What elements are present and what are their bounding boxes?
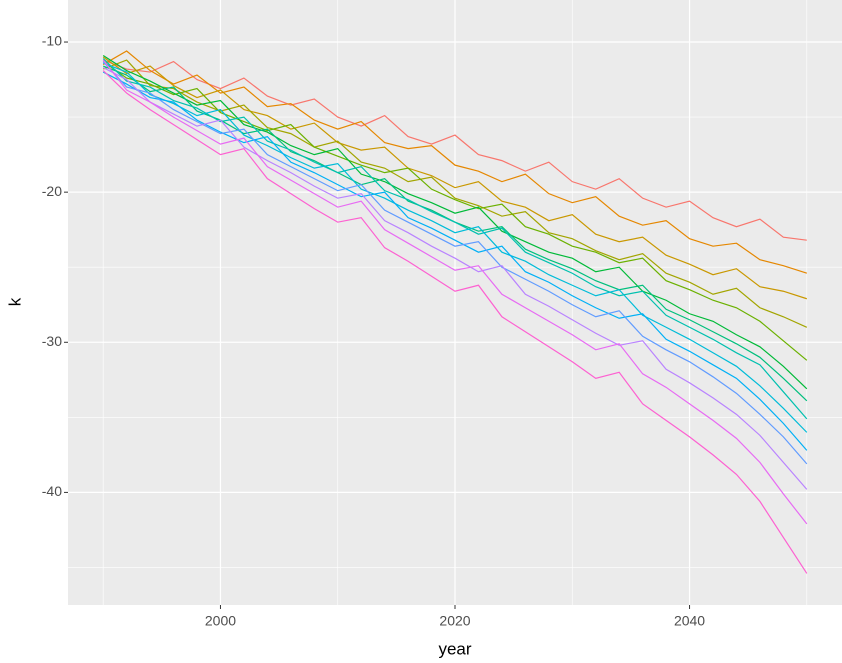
series-line (102, 61, 808, 465)
y-tick-label: -40 (42, 483, 62, 499)
series-line (102, 71, 808, 451)
series-line (102, 70, 808, 574)
x-tick-label: 2040 (674, 613, 705, 629)
series-line (102, 59, 808, 328)
series-line (102, 59, 808, 525)
series-line (102, 67, 808, 490)
series-line (102, 59, 807, 241)
series-line (102, 61, 808, 361)
x-tick-label: 2000 (205, 613, 236, 629)
series-line (102, 56, 808, 300)
x-axis-title: year (438, 639, 471, 658)
y-tick-label: -20 (42, 183, 62, 199)
series-line (102, 55, 808, 390)
y-tick-label: -30 (42, 333, 62, 349)
y-tick-label: -10 (42, 33, 62, 49)
series-line (102, 50, 808, 274)
y-axis-title: k (5, 297, 24, 306)
series-line (102, 62, 808, 433)
series-line (102, 58, 808, 420)
x-tick-label: 2020 (439, 613, 470, 629)
